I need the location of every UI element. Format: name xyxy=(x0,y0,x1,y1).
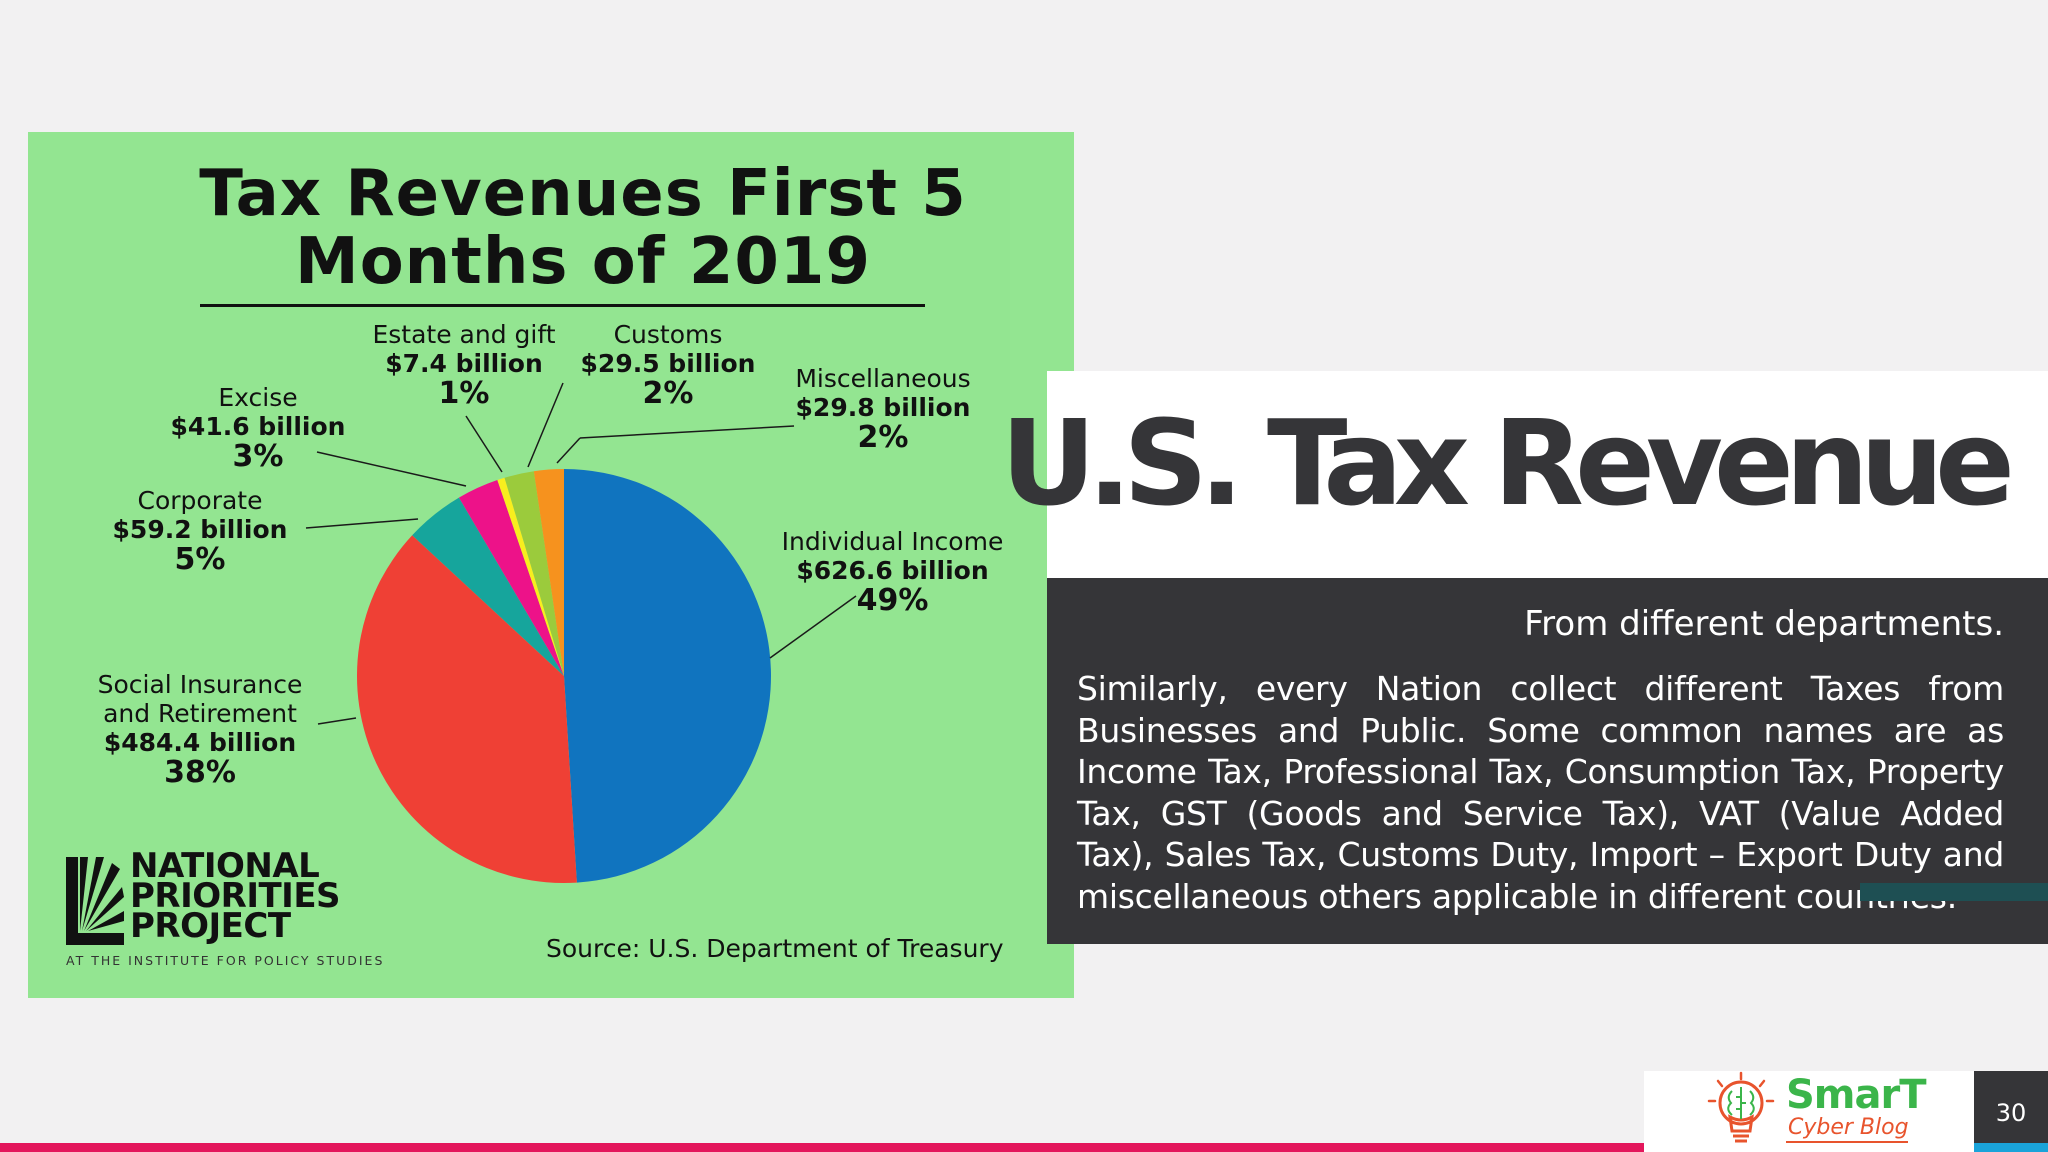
slice-percent: 1% xyxy=(438,376,490,411)
label-corporate: Corporate $59.2 billion 5% xyxy=(110,486,290,576)
leader-line-estate-gift xyxy=(465,415,503,473)
smart-cyber-blog-logo: SmarT Cyber Blog xyxy=(1644,1071,1974,1152)
leader-line-miscellaneous-2 xyxy=(579,425,795,439)
chart-title: Tax Revenues First 5 Months of 2019 xyxy=(199,157,967,299)
label-estate-gift: Estate and gift $7.4 billion 1% xyxy=(364,320,564,410)
leader-line-customs xyxy=(527,382,564,468)
page-number: 30 xyxy=(1995,1099,2027,1127)
slice-percent: 49% xyxy=(856,583,929,618)
leader-line-miscellaneous xyxy=(556,437,581,464)
title-underline xyxy=(200,304,925,307)
slice-name: Miscellaneous xyxy=(795,364,971,393)
pie-slice-estate-and-gift xyxy=(497,477,564,676)
title-box: U.S. Tax Revenue xyxy=(1000,371,2048,578)
logo-tagline: Cyber Blog xyxy=(1788,1115,1909,1140)
pie-chart-panel: Tax Revenues First 5 Months of 2019 Indi… xyxy=(28,132,1074,998)
slice-name: Estate and gift xyxy=(372,320,556,349)
label-excise: Excise $41.6 billion 3% xyxy=(168,383,348,473)
npp-line-1: NATIONAL xyxy=(130,846,320,886)
slide-title: U.S. Tax Revenue xyxy=(1000,394,2015,532)
leader-line-individual-income xyxy=(769,595,857,659)
npp-line-2: PRIORITIES xyxy=(130,876,341,916)
npp-subtitle: AT THE INSTITUTE FOR POLICY STUDIES xyxy=(66,953,385,968)
slice-value: $41.6 billion xyxy=(170,412,346,441)
page-number-box: 30 xyxy=(1974,1071,2048,1152)
sunburst-logo-icon xyxy=(66,857,124,945)
label-individual-income: Individual Income $626.6 billion 49% xyxy=(780,527,1005,617)
logo-underline xyxy=(1786,1141,1908,1143)
accent-strip xyxy=(1860,883,2048,901)
leader-line-social-insurance xyxy=(317,717,357,725)
pie-chart xyxy=(305,382,857,884)
chart-source: Source: U.S. Department of Treasury xyxy=(546,934,1004,963)
pie-slice-social-insurance-and-retirement xyxy=(356,535,577,884)
slide-subtitle: From different departments. xyxy=(1524,604,2004,644)
slice-value: $29.8 billion xyxy=(795,393,971,422)
slide-body-text: Similarly, every Nation collect differen… xyxy=(1077,669,2004,916)
brain-bulb-icon xyxy=(1707,1071,1775,1143)
slice-name: Customs xyxy=(613,320,723,349)
page-number-accent xyxy=(1974,1143,2048,1152)
content-box: From different departments. Similarly, e… xyxy=(1047,578,2048,944)
slice-percent: 2% xyxy=(857,420,909,455)
pie-slice-customs xyxy=(504,471,564,676)
slice-percent: 3% xyxy=(232,439,284,474)
slice-value: $29.5 billion xyxy=(580,349,756,378)
leader-line-excise xyxy=(316,451,467,487)
footer-accent-bar xyxy=(0,1143,1644,1152)
slice-name: Corporate xyxy=(137,486,263,515)
label-customs: Customs $29.5 billion 2% xyxy=(558,320,778,410)
national-priorities-project-logo: NATIONAL PRIORITIES PROJECT AT THE INSTI… xyxy=(66,849,396,968)
npp-wordmark: NATIONAL PRIORITIES PROJECT xyxy=(130,846,341,946)
pie-slice-individual-income xyxy=(564,469,771,883)
logo-brand: SmarT xyxy=(1786,1072,1926,1118)
slice-name: Excise xyxy=(218,383,298,412)
pie-slice-excise xyxy=(458,480,564,676)
slice-value: $7.4 billion xyxy=(385,349,543,378)
label-miscellaneous: Miscellaneous $29.8 billion 2% xyxy=(773,364,993,454)
pie-slice-corporate xyxy=(412,497,564,676)
npp-line-3: PROJECT xyxy=(130,906,291,946)
leader-line-corporate xyxy=(305,518,419,529)
slice-percent: 2% xyxy=(642,376,694,411)
pie-slice-miscellaneous xyxy=(533,469,564,676)
slice-value: $484.4 billion xyxy=(103,728,297,757)
slice-percent: 38% xyxy=(164,755,236,790)
slice-value: $626.6 billion xyxy=(796,556,989,585)
slice-percent: 5% xyxy=(174,542,226,577)
slice-value: $59.2 billion xyxy=(112,515,288,544)
label-social-insurance: Social Insurance and Retirement $484.4 b… xyxy=(80,670,320,789)
slice-name: Individual Income xyxy=(781,527,1004,556)
slice-name: Social Insurance and Retirement xyxy=(97,670,303,728)
